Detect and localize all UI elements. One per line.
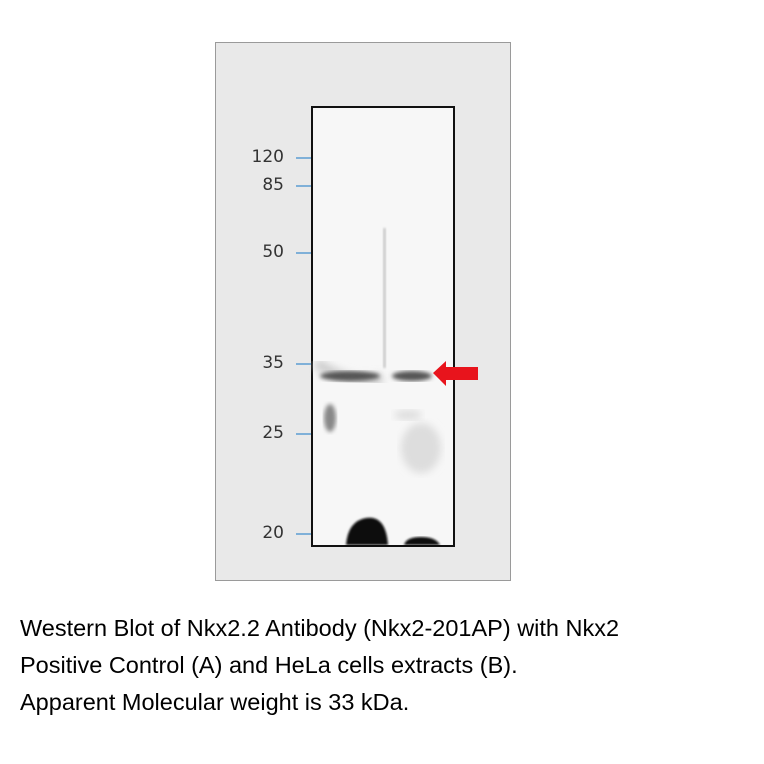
caption-line-1: Western Blot of Nkx2.2 Antibody (Nkx2-20… [20,615,620,641]
marker-label-35: 35 [262,353,284,373]
figure-caption: Western Blot of Nkx2.2 Antibody (Nkx2-20… [20,610,760,721]
arrow-icon [433,361,478,386]
marker-label-120: 120 [251,147,284,167]
band-lane-b-bottom [404,537,440,545]
marker-tick-25 [296,433,312,435]
marker-tick-120 [296,157,312,159]
marker-tick-35 [296,363,312,365]
marker-tick-20 [296,533,312,535]
marker-label-25: 25 [262,423,284,443]
blot-image [311,106,478,547]
band-lane-b-33kda [392,371,432,381]
marker-label-85: 85 [262,175,284,195]
western-blot-panel: A B 120 85 50 35 25 20 [215,42,511,581]
band-lane-a-bottom [346,517,388,545]
band-lane-a-33kda [320,371,380,381]
marker-label-50: 50 [262,242,284,262]
bands [313,228,441,545]
marker-tick-85 [296,185,312,187]
marker-tick-50 [296,252,312,254]
caption-line-2: Positive Control (A) and HeLa cells extr… [20,652,518,678]
caption-line-3: Apparent Molecular weight is 33 kDa. [20,689,410,715]
marker-label-20: 20 [262,523,284,543]
